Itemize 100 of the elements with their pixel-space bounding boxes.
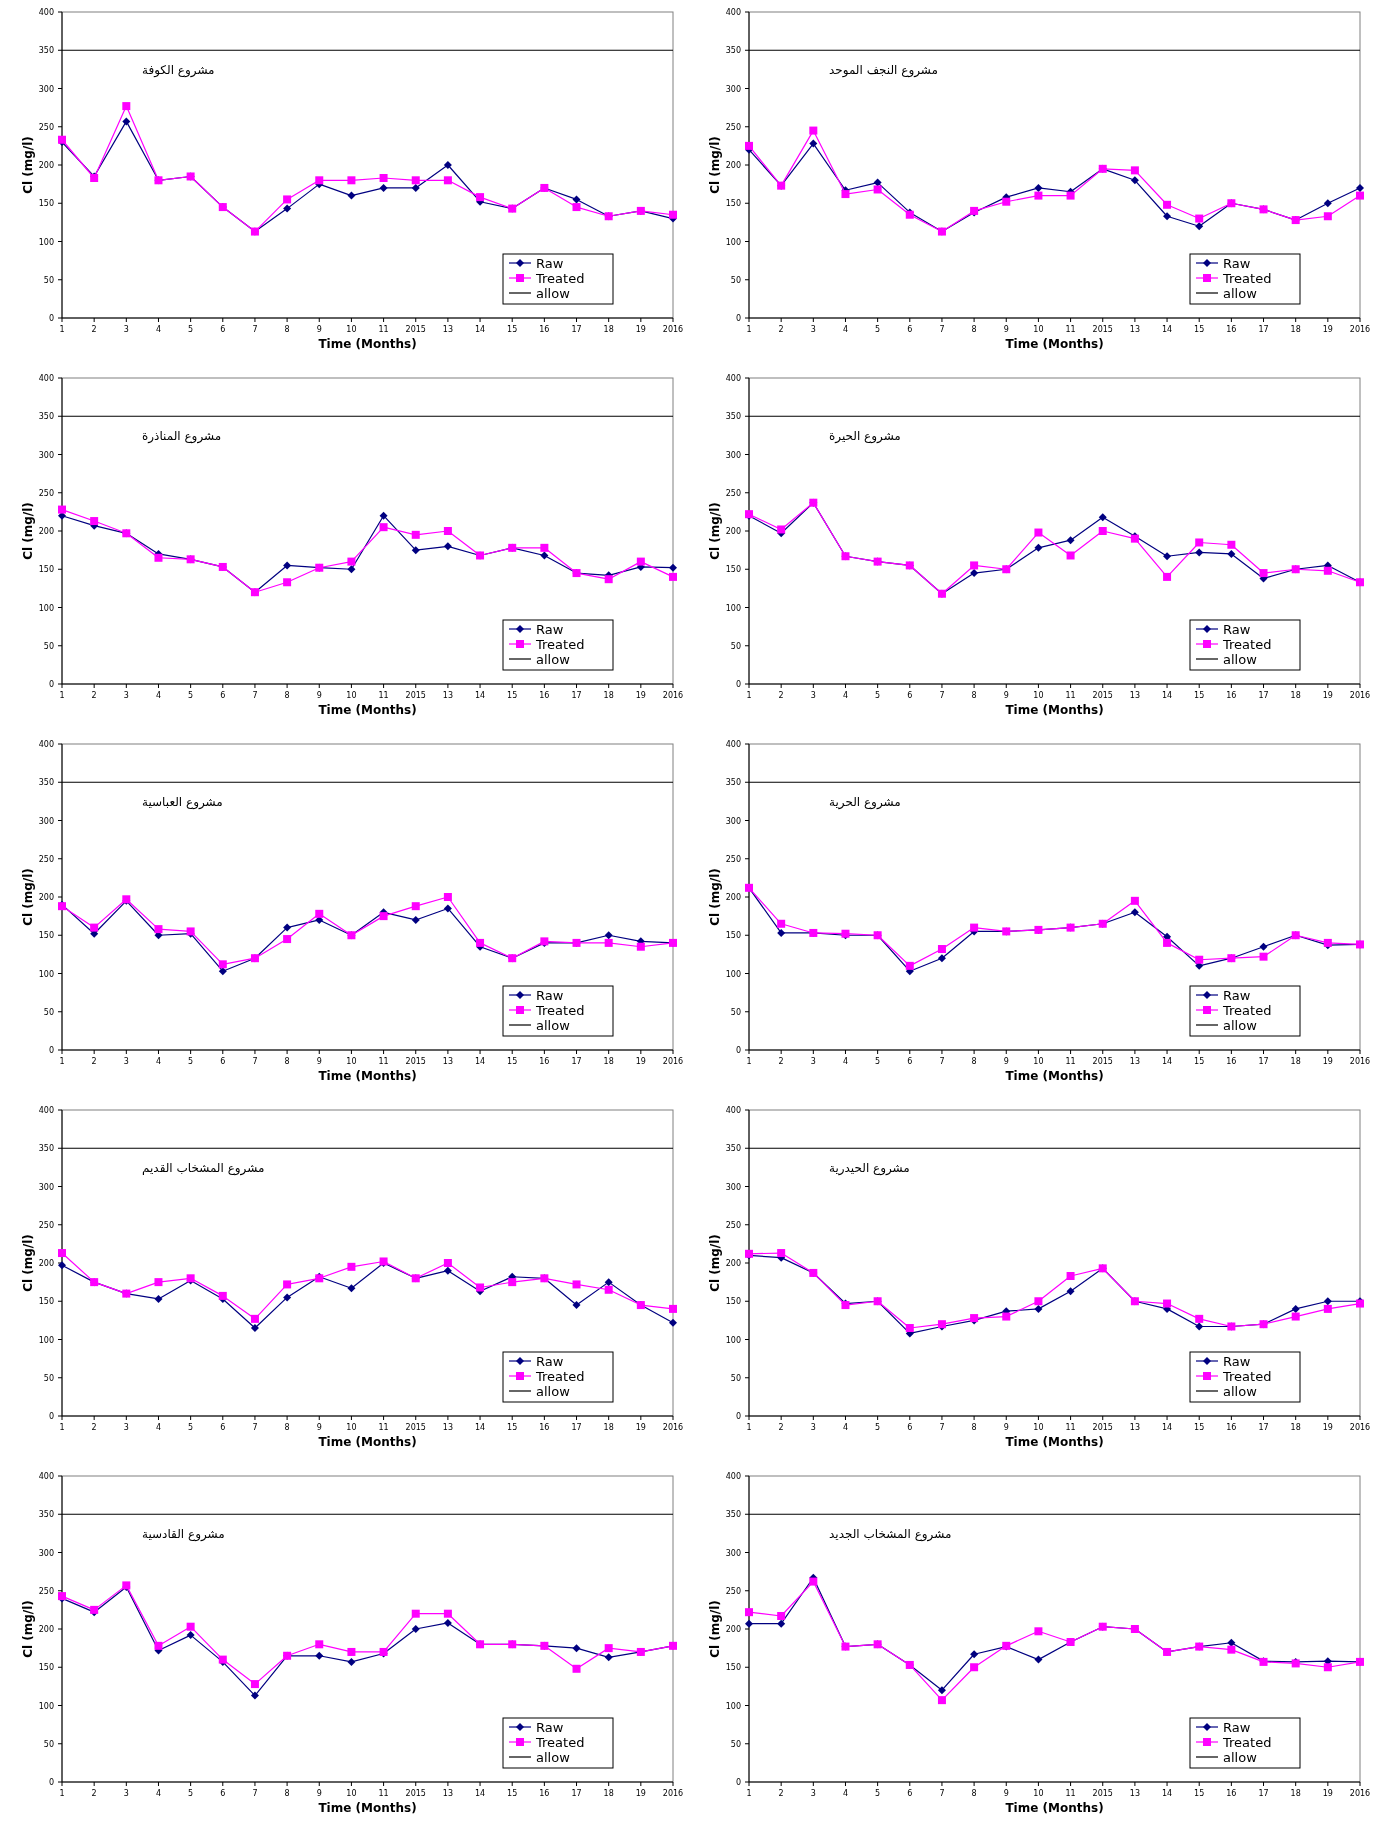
y-tick-label: 250: [725, 1586, 741, 1596]
x-tick-label: 10: [346, 691, 357, 700]
y-tick-label: 50: [730, 275, 741, 285]
x-tick-label: 14: [474, 1423, 486, 1432]
y-axis-title: Cl (mg/l): [708, 136, 722, 194]
y-tick-label: 50: [730, 641, 741, 651]
legend-label: Treated: [535, 637, 585, 652]
x-tick-label: 3: [810, 691, 816, 700]
y-tick-label: 400: [725, 740, 741, 749]
x-tick-label: 8: [971, 691, 977, 700]
x-tick-label: 1: [746, 1789, 752, 1798]
y-tick-label: 50: [43, 275, 54, 285]
text: مشروع المشخاب الجديد: [829, 1527, 952, 1542]
x-tick-label: 16: [539, 325, 550, 334]
y-tick-label: 300: [38, 84, 54, 94]
x-tick-label: 10: [1033, 1789, 1044, 1798]
x-tick-label: 4: [842, 1789, 849, 1798]
legend-label: allow: [536, 1018, 571, 1033]
y-axis-title: Cl (mg/l): [708, 502, 722, 560]
x-tick-label: 1: [746, 1057, 752, 1066]
x-tick-label: 10: [346, 325, 357, 334]
x-tick-label: 9: [1003, 1423, 1009, 1432]
x-tick-label: 9: [1003, 691, 1009, 700]
legend-label: allow: [536, 652, 571, 667]
legend-label: allow: [536, 1384, 571, 1399]
y-tick-label: 0: [48, 1046, 54, 1055]
x-tick-label: 16: [1226, 1423, 1237, 1432]
x-tick-label: 5: [188, 691, 194, 700]
y-axis-title: Cl (mg/l): [708, 1600, 722, 1658]
y-tick-label: 350: [725, 1144, 741, 1154]
x-tick-label: 5: [875, 325, 881, 334]
y-tick-label: 150: [725, 1297, 741, 1307]
x-tick-label: 8: [971, 1057, 977, 1066]
x-tick-label: 3: [810, 1423, 816, 1432]
x-tick-label: 4: [842, 691, 849, 700]
x-tick-label: 18: [1290, 1057, 1301, 1066]
y-tick-label: 300: [725, 84, 741, 94]
x-axis-title: Time (Months): [1005, 1435, 1104, 1449]
x-tick-label: 13: [442, 1789, 453, 1798]
x-axis-title: Time (Months): [318, 1801, 417, 1815]
x-tick-label: 18: [1290, 1789, 1301, 1798]
text: مشروع المناذرة: [142, 429, 222, 444]
x-tick-label: 15: [507, 691, 518, 700]
x-tick-label: 18: [1290, 691, 1301, 700]
y-tick-label: 350: [38, 46, 54, 56]
x-tick-label: 17: [1258, 691, 1269, 700]
y-tick-label: 100: [725, 1701, 741, 1711]
y-axis-title: Cl (mg/l): [21, 136, 35, 194]
x-tick-label: 19: [1322, 1423, 1333, 1432]
x-tick-label: 4: [155, 1423, 162, 1432]
x-tick-label: 5: [188, 325, 194, 334]
text: مشروع العباسية: [142, 795, 223, 810]
y-tick-label: 50: [730, 1373, 741, 1383]
y-tick-label: 250: [725, 1220, 741, 1230]
x-tick-label: 2015: [405, 325, 426, 334]
x-tick-label: 17: [571, 691, 582, 700]
x-tick-label: 5: [875, 1423, 881, 1432]
y-tick-label: 250: [725, 854, 741, 864]
y-tick-label: 350: [725, 1510, 741, 1520]
text: مشروع المشخاب القديم: [142, 1161, 265, 1176]
y-tick-label: 300: [38, 1548, 54, 1558]
x-tick-label: 13: [442, 1423, 453, 1432]
y-tick-label: 0: [48, 680, 54, 689]
y-tick-label: 150: [38, 931, 54, 941]
y-axis-title: Cl (mg/l): [708, 1234, 722, 1292]
x-tick-label: 9: [316, 691, 322, 700]
legend-label: Treated: [1222, 1735, 1272, 1750]
x-tick-label: 4: [842, 1423, 849, 1432]
legend-label: allow: [536, 286, 571, 301]
x-tick-label: 16: [1226, 325, 1237, 334]
x-tick-label: 8: [284, 1423, 290, 1432]
y-tick-label: 400: [725, 1472, 741, 1481]
x-tick-label: 10: [1033, 691, 1044, 700]
x-tick-label: 19: [635, 1057, 646, 1066]
x-tick-label: 18: [603, 691, 614, 700]
y-tick-label: 50: [43, 641, 54, 651]
x-tick-label: 18: [1290, 325, 1301, 334]
x-tick-label: 2015: [405, 1789, 426, 1798]
x-tick-label: 1: [746, 691, 752, 700]
y-tick-label: 200: [725, 893, 741, 902]
y-tick-label: 100: [725, 1335, 741, 1345]
x-tick-label: 13: [1129, 691, 1140, 700]
x-tick-label: 8: [284, 325, 290, 334]
y-tick-label: 350: [38, 412, 54, 422]
x-tick-label: 1: [59, 691, 65, 700]
x-tick-label: 14: [474, 691, 486, 700]
x-tick-label: 2016: [662, 325, 684, 334]
y-tick-label: 100: [725, 237, 741, 247]
y-tick-label: 0: [48, 1778, 54, 1787]
x-tick-label: 15: [1194, 1057, 1205, 1066]
legend-label: Raw: [536, 622, 564, 637]
x-tick-label: 5: [188, 1057, 194, 1066]
x-tick-label: 19: [1322, 691, 1333, 700]
x-tick-label: 4: [155, 1789, 162, 1798]
x-tick-label: 10: [346, 1423, 357, 1432]
x-tick-label: 2016: [662, 1057, 684, 1066]
x-tick-label: 9: [1003, 325, 1009, 334]
y-axis-title: Cl (mg/l): [21, 1234, 35, 1292]
x-tick-label: 2016: [1349, 1423, 1371, 1432]
x-tick-label: 16: [539, 1423, 550, 1432]
